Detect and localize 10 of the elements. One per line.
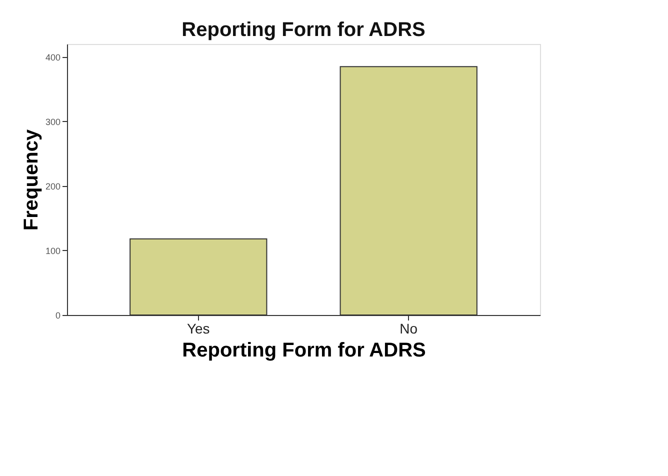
x-axis-title: Reporting Form for ADRS	[182, 340, 426, 362]
y-tick-label: 100	[45, 246, 60, 256]
y-tick-label: 400	[45, 52, 60, 62]
y-tick-label: 300	[45, 116, 60, 127]
x-tick-label: No	[400, 320, 418, 336]
y-axis-title: Frequency	[20, 128, 42, 231]
chart-title: Reporting Form for ADRS	[182, 19, 426, 41]
y-tick-label: 0	[55, 310, 60, 320]
y-tick-label: 200	[45, 181, 60, 192]
x-tick-label: Yes	[186, 320, 210, 336]
